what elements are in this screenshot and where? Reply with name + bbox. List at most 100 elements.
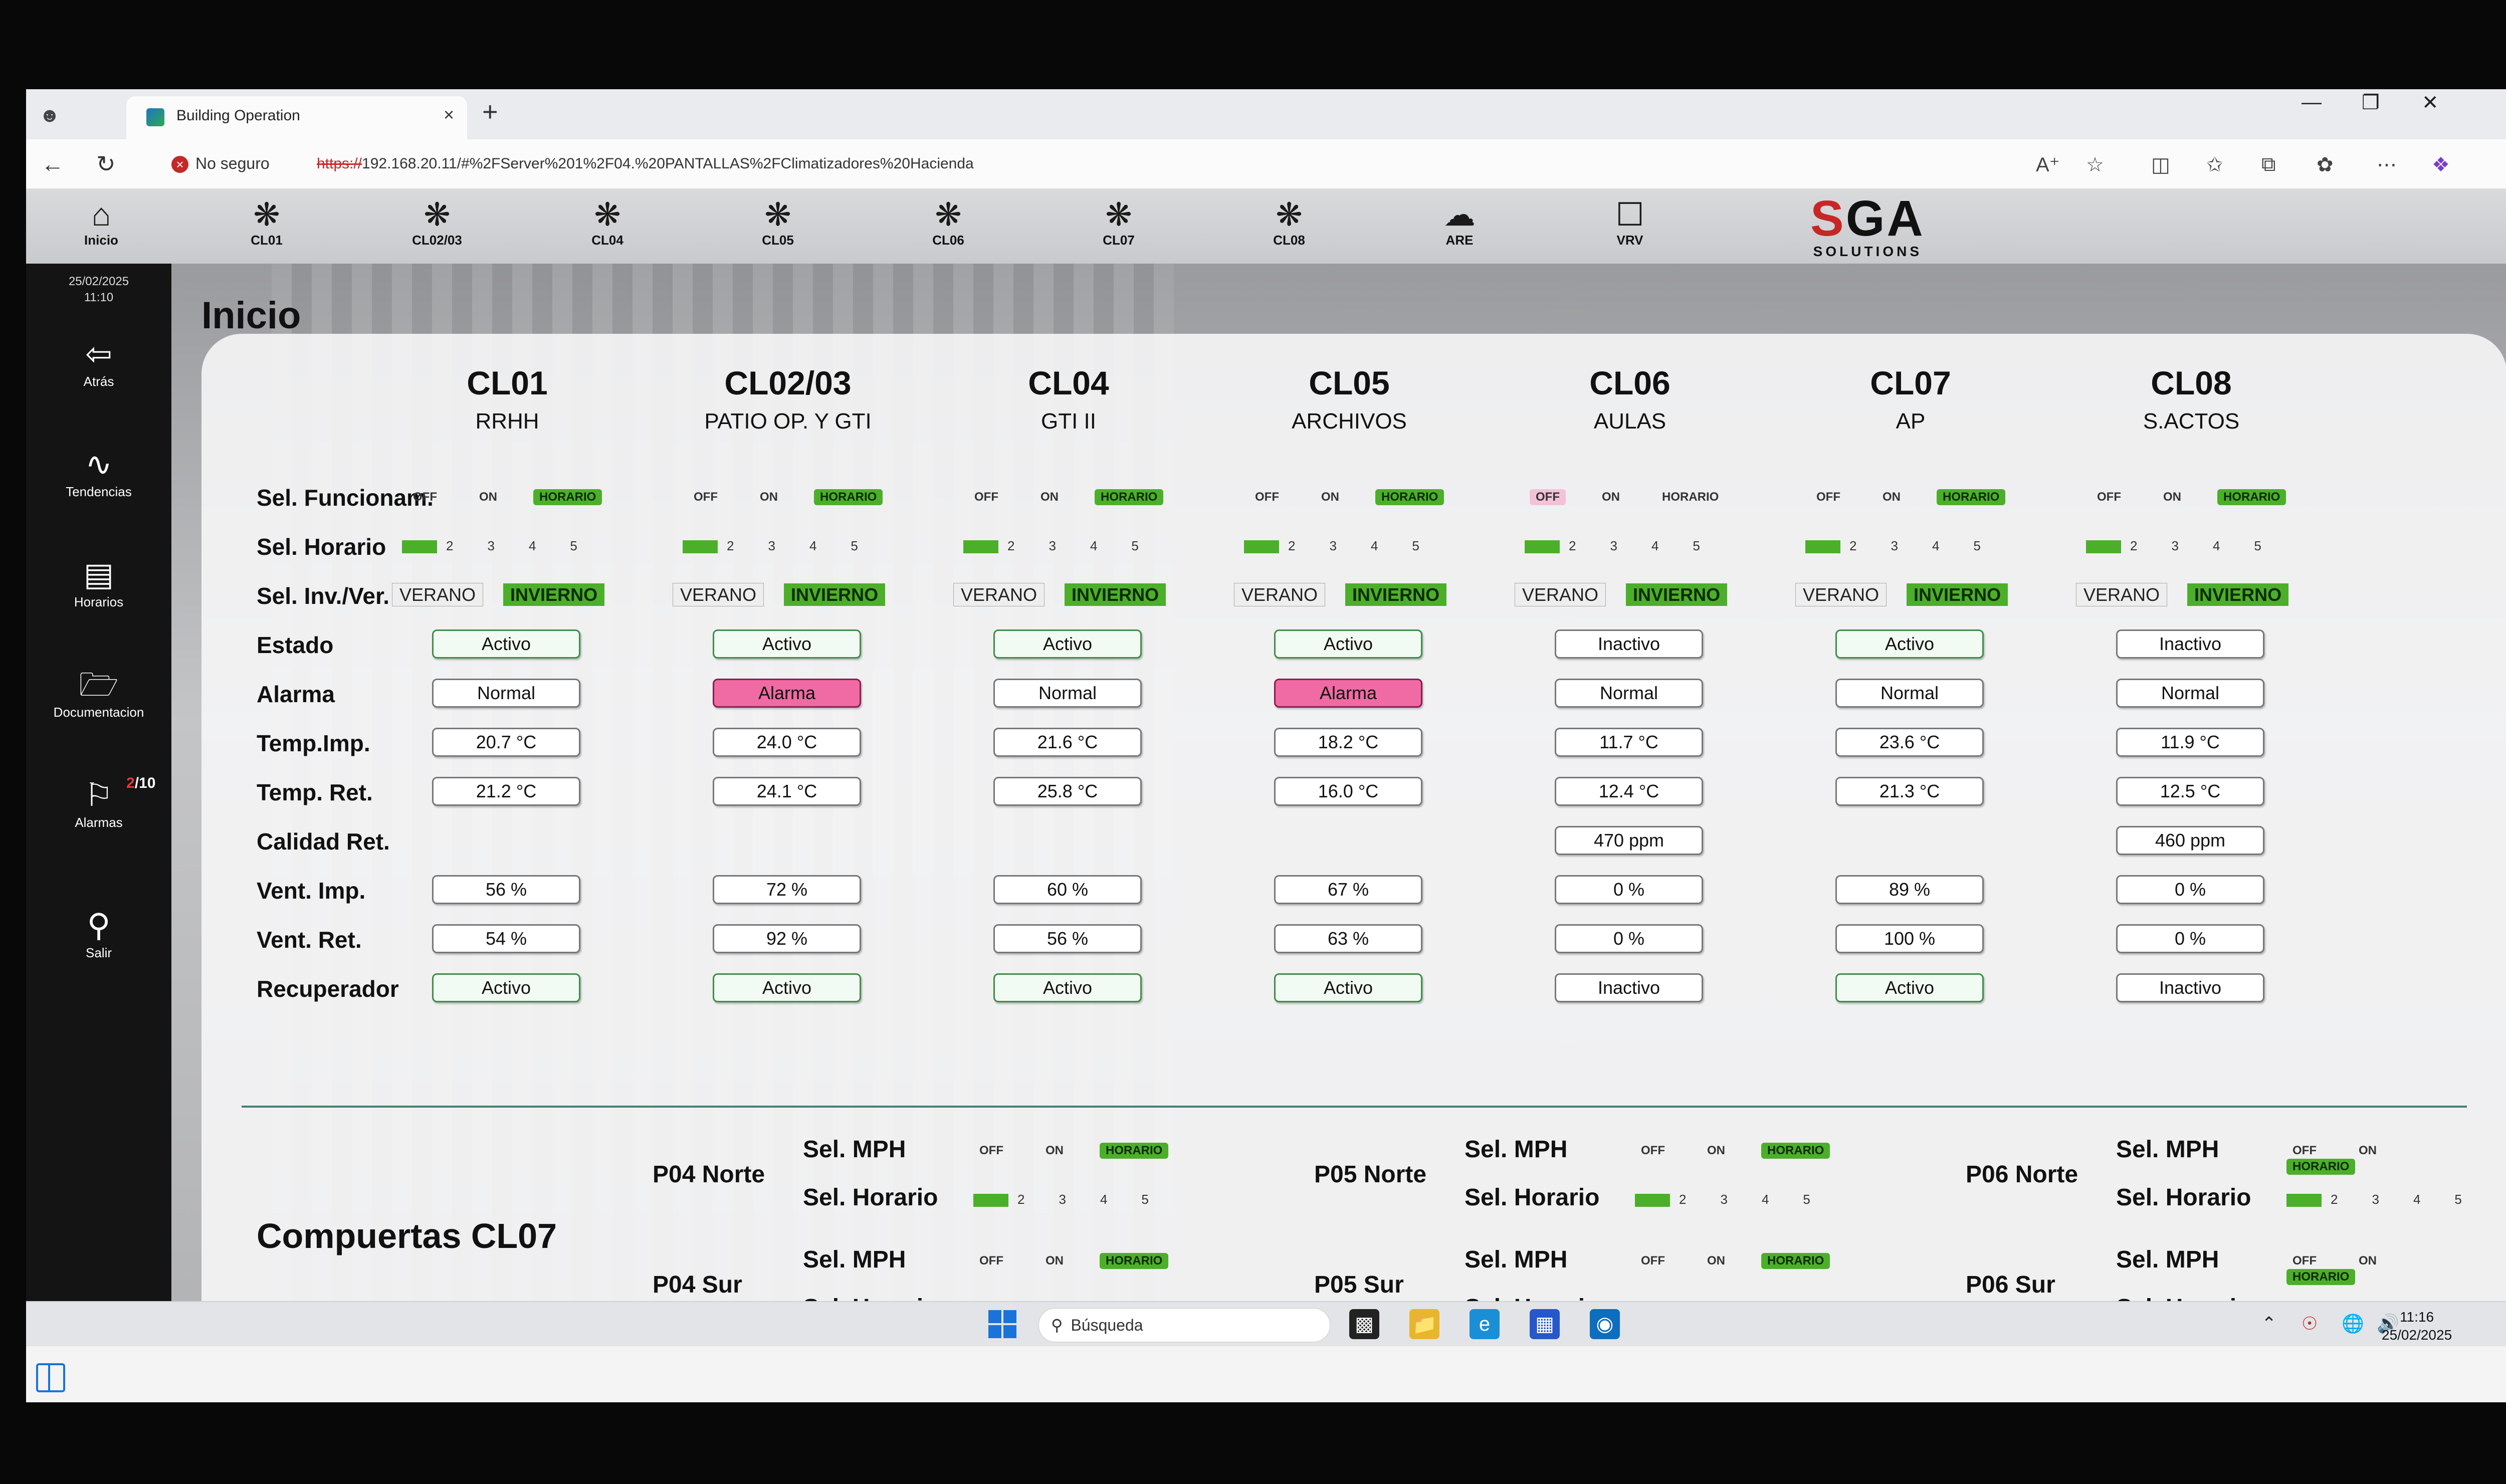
invierno-option[interactable]: INVIERNO xyxy=(784,583,886,606)
dell-icon[interactable]: ◉ xyxy=(1590,1309,1620,1339)
mode-on-option[interactable]: ON xyxy=(479,490,497,504)
horario-option[interactable]: 5 xyxy=(851,538,858,553)
verano-option[interactable]: VERANO xyxy=(1515,583,1606,606)
edge-icon[interactable]: e xyxy=(1470,1309,1500,1339)
horario-option[interactable]: 3 xyxy=(487,538,495,553)
task-view-icon[interactable]: ▩ xyxy=(1349,1309,1379,1339)
horario-option[interactable]: 5 xyxy=(1973,538,1981,553)
horario-option[interactable]: 2 xyxy=(1017,1192,1025,1207)
mode-horario-option[interactable]: HORARIO xyxy=(1662,490,1719,504)
nav-cl04[interactable]: ❋ CL04 xyxy=(562,196,653,248)
mode-off-option[interactable]: OFF xyxy=(974,490,998,504)
mode-selector[interactable]: OFF ON HORARIO xyxy=(407,489,632,505)
sidebar-item-alarmas[interactable]: ⚐ Alarmas 2/10 xyxy=(26,775,171,830)
horario-option[interactable]: 3 xyxy=(1049,538,1056,553)
horario-1-active[interactable] xyxy=(963,540,998,554)
read-aloud-icon[interactable]: A⁺ xyxy=(2036,154,2060,176)
store-icon[interactable]: ▦ xyxy=(1530,1309,1560,1339)
close-window-icon[interactable]: ✕ xyxy=(2422,92,2439,114)
verano-option[interactable]: VERANO xyxy=(1234,583,1326,606)
horario-option[interactable]: 4 xyxy=(1761,1192,1769,1207)
minimize-icon[interactable]: — xyxy=(2302,91,2322,113)
horario-option[interactable]: 3 xyxy=(768,538,775,553)
horario-option[interactable]: 2 xyxy=(1679,1192,1687,1207)
horario-option[interactable]: 3 xyxy=(2372,1192,2379,1207)
mph-horario-option[interactable]: HORARIO xyxy=(1100,1253,1169,1269)
compuerta-horario-selector[interactable]: 2 3 4 5 xyxy=(973,1192,1183,1207)
horario-option[interactable]: 5 xyxy=(2254,538,2261,553)
mph-off-option[interactable]: OFF xyxy=(2292,1144,2317,1157)
horario-1-active[interactable] xyxy=(1244,540,1279,554)
horario-option[interactable]: 4 xyxy=(2413,1192,2421,1207)
horario-option[interactable]: 2 xyxy=(2130,538,2138,553)
season-selector[interactable]: VERANO INVIERNO xyxy=(392,583,605,606)
mode-off-option[interactable]: OFF xyxy=(413,490,437,504)
horario-option[interactable]: 5 xyxy=(2454,1192,2462,1207)
mode-horario-option[interactable]: HORARIO xyxy=(1937,489,2006,505)
horario-selector[interactable]: 2 3 4 5 xyxy=(402,538,611,554)
nav-cl07[interactable]: ❋ CL07 xyxy=(1074,196,1164,248)
sidebar-item-salir[interactable]: ⚲ Salir xyxy=(26,905,171,961)
mode-horario-option[interactable]: HORARIO xyxy=(1375,489,1444,505)
reload-icon[interactable]: ↻ xyxy=(96,151,116,177)
horario-selector[interactable]: 2 3 4 5 xyxy=(683,538,892,554)
nav-cl05[interactable]: ❋ CL05 xyxy=(733,196,823,248)
extensions-icon[interactable]: ✿ xyxy=(2317,154,2334,176)
horario-option[interactable]: 2 xyxy=(727,538,734,553)
horario-option[interactable]: 5 xyxy=(1141,1192,1149,1207)
horario-option[interactable]: 5 xyxy=(1131,538,1139,553)
windows-start-icon[interactable] xyxy=(988,1310,1016,1338)
horario-option[interactable]: 3 xyxy=(1329,538,1337,553)
season-selector[interactable]: VERANO INVIERNO xyxy=(1234,583,1447,606)
mode-on-option[interactable]: ON xyxy=(1321,490,1339,504)
mph-horario-option[interactable]: HORARIO xyxy=(2286,1269,2356,1285)
horario-1-active[interactable] xyxy=(973,1194,1008,1207)
mode-selector[interactable]: OFF ON HORARIO xyxy=(1249,489,1474,505)
horario-selector[interactable]: 2 3 4 5 xyxy=(963,538,1173,554)
horario-1-active[interactable] xyxy=(683,540,718,554)
horario-selector[interactable]: 2 3 4 5 xyxy=(1244,538,1453,554)
mph-off-option[interactable]: OFF xyxy=(979,1144,1003,1157)
horario-selector[interactable]: 2 3 4 5 xyxy=(2086,538,2295,554)
horario-selector[interactable]: 2 3 4 5 xyxy=(1805,538,2015,554)
collections-icon[interactable]: ⧉ xyxy=(2261,153,2276,175)
mode-on-option[interactable]: ON xyxy=(2163,490,2181,504)
invierno-option[interactable]: INVIERNO xyxy=(2187,583,2289,606)
split-screen-icon[interactable]: ◫ xyxy=(2151,154,2170,176)
copilot-icon[interactable]: ❖ xyxy=(2432,154,2450,176)
horario-option[interactable]: 3 xyxy=(1610,538,1617,553)
nav-cl08[interactable]: ❋ CL08 xyxy=(1244,196,1334,248)
mph-off-option[interactable]: OFF xyxy=(1641,1254,1665,1267)
mph-on-option[interactable]: ON xyxy=(2359,1254,2377,1267)
nav-inicio[interactable]: ⌂ Inicio xyxy=(56,196,146,248)
season-selector[interactable]: VERANO INVIERNO xyxy=(1515,583,1728,606)
horario-option[interactable]: 3 xyxy=(1891,538,1898,553)
tab-close-icon[interactable]: × xyxy=(443,104,454,125)
mode-selector[interactable]: OFF ON HORARIO xyxy=(968,489,1193,505)
nav-cl01[interactable]: ❋ CL01 xyxy=(222,196,312,248)
sidebar-item-documentacion[interactable]: 🗁 Documentacion xyxy=(26,665,171,720)
network-icon[interactable]: 🌐 xyxy=(2342,1313,2364,1334)
invierno-option[interactable]: INVIERNO xyxy=(503,583,605,606)
horario-1-active[interactable] xyxy=(2286,1194,2322,1207)
profile-icon[interactable]: ☻ xyxy=(39,104,61,126)
nav-cl06[interactable]: ❋ CL06 xyxy=(903,196,993,248)
season-selector[interactable]: VERANO INVIERNO xyxy=(2076,583,2289,606)
verano-option[interactable]: VERANO xyxy=(2076,583,2168,606)
season-selector[interactable]: VERANO INVIERNO xyxy=(1795,583,2008,606)
horario-option[interactable]: 2 xyxy=(446,538,454,553)
mode-off-option[interactable]: OFF xyxy=(1255,490,1279,504)
mode-on-option[interactable]: ON xyxy=(1602,490,1620,504)
horario-option[interactable]: 4 xyxy=(1651,538,1659,553)
horario-option[interactable]: 4 xyxy=(809,538,817,553)
invierno-option[interactable]: INVIERNO xyxy=(1065,583,1166,606)
sidebar-item-tendencias[interactable]: ∿ Tendencias xyxy=(26,444,171,500)
mph-horario-option[interactable]: HORARIO xyxy=(2286,1159,2356,1175)
season-selector[interactable]: VERANO INVIERNO xyxy=(673,583,886,606)
new-tab-icon[interactable]: + xyxy=(482,97,498,127)
